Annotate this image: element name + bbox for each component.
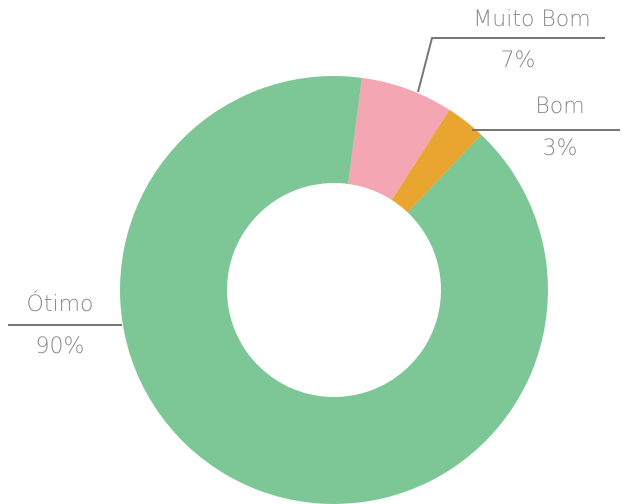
slice-value: 90%: [36, 334, 85, 359]
donut-slice: [119, 75, 548, 504]
slice-value: 3%: [543, 136, 578, 161]
donut-slice: [347, 77, 450, 200]
leader-line: [417, 37, 605, 93]
slice-value: 7%: [501, 48, 536, 73]
slice-label: Muito Bom: [473, 7, 590, 32]
donut-slice: [391, 109, 482, 213]
slice-label: Ótimo: [27, 291, 94, 317]
slice-label: Bom: [535, 94, 584, 119]
